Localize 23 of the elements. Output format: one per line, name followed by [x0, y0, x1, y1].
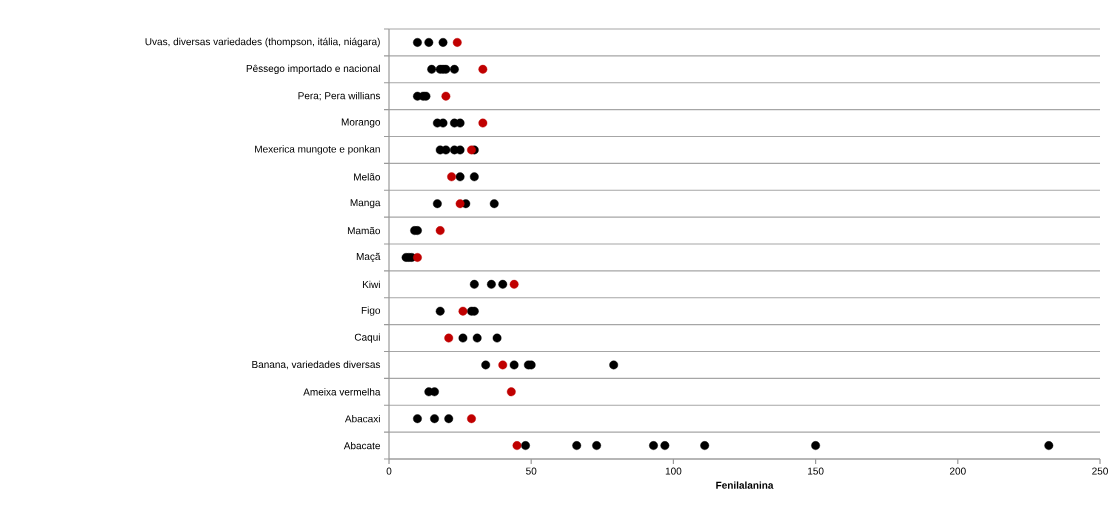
y-tick-label: Mamão — [347, 226, 381, 235]
y-tick-label: Abacate — [343, 441, 381, 450]
y-tick-label: Uvas, diversas variedades (thompson, itália, niágara) — [145, 37, 380, 48]
y-tick-label: Ameixa vermelha — [303, 388, 381, 396]
x-tick-label: 150 — [808, 467, 824, 475]
y-tick-label: Maçã — [356, 252, 381, 263]
y-tick-label: Manga — [350, 199, 381, 209]
x-tick-label: 50 — [526, 467, 537, 475]
y-tick-label: Caqui — [354, 333, 380, 343]
y-tick-label: Abacaxi — [344, 415, 380, 423]
y-tick-label: Melão — [354, 173, 381, 181]
y-tick-label: Figo — [361, 306, 381, 316]
y-tick-label: Banana, variedades diversas — [252, 360, 381, 370]
x-tick-label: 0 — [386, 467, 392, 475]
x-tick-label: 100 — [665, 467, 682, 475]
y-tick-label: Morango — [341, 118, 381, 128]
x-axis-title: Fenilalanina — [716, 481, 774, 489]
x-tick-label: 200 — [949, 467, 966, 475]
x-tick-label: 250 — [1092, 467, 1108, 475]
y-tick-label: Kiwi — [362, 280, 380, 288]
y-tick-label: Mexerica mungote e ponkan — [255, 145, 380, 155]
y-tick-label: Pera; Pera willians — [298, 91, 381, 101]
y-tick-label: Pêssego importado e nacional — [246, 64, 380, 74]
